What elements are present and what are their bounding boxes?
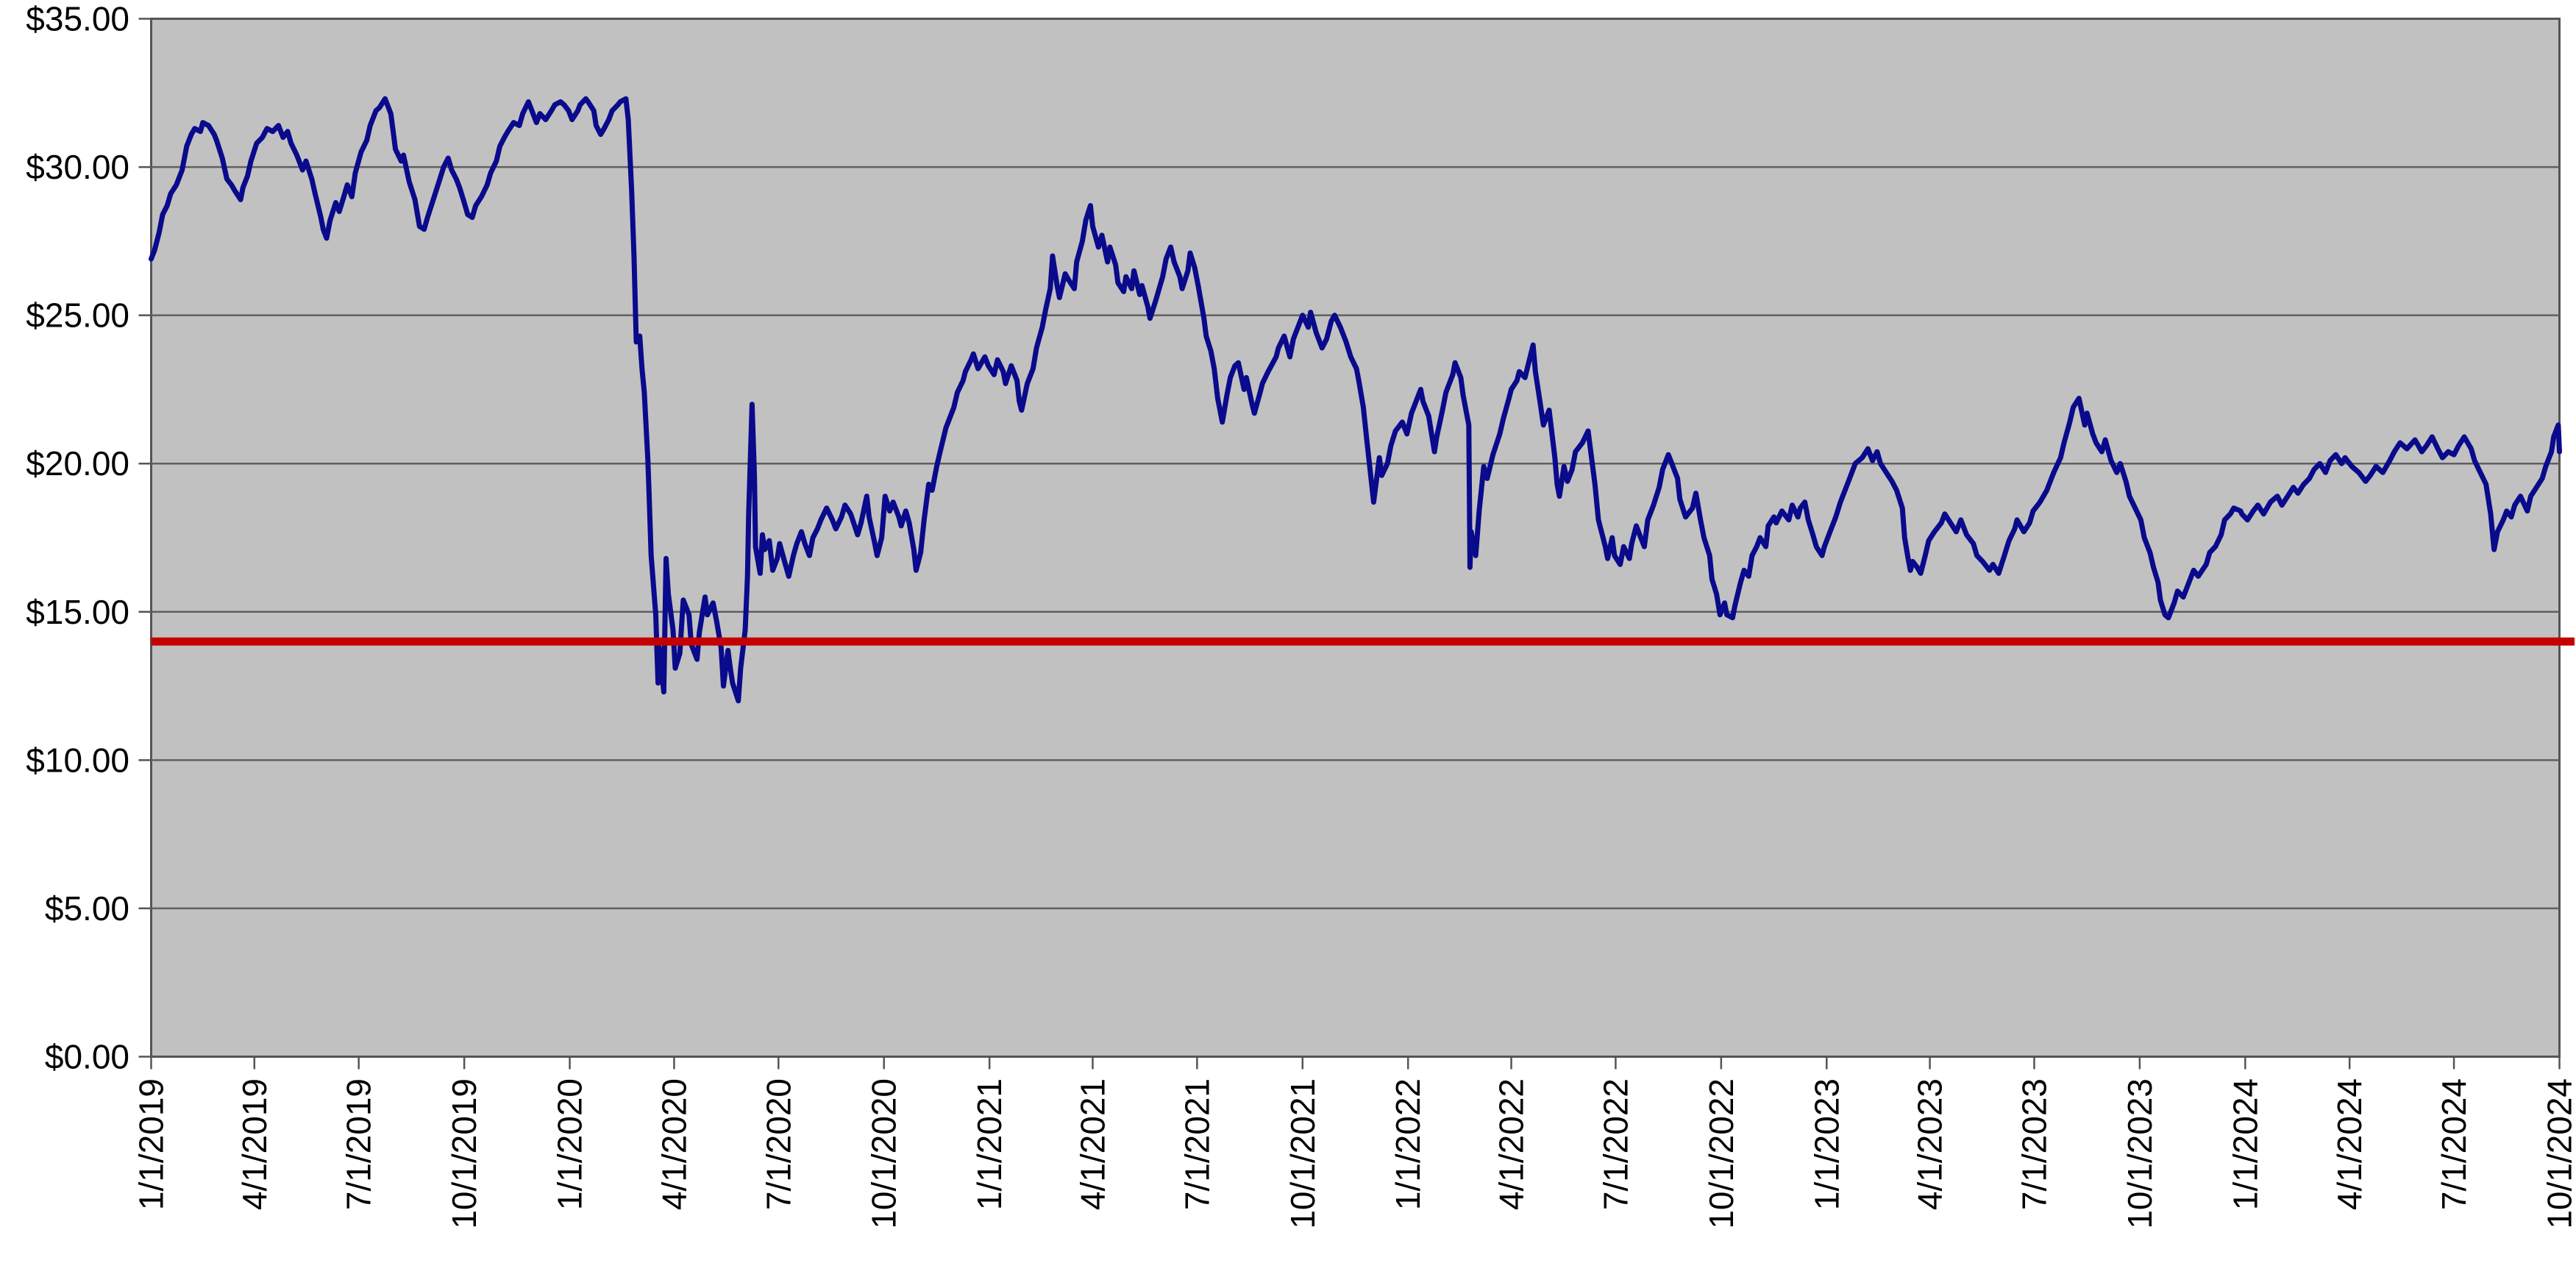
y-axis-label: $0.00 (45, 1038, 129, 1076)
y-axis-label: $30.00 (26, 148, 129, 186)
x-axis-label: 1/1/2020 (551, 1078, 589, 1210)
y-axis-label: $10.00 (26, 741, 129, 779)
x-axis-label: 1/1/2022 (1389, 1078, 1427, 1210)
y-axis-label: $25.00 (26, 296, 129, 335)
daily-price (149, 96, 2562, 704)
x-axis-label: 7/1/2019 (340, 1078, 378, 1210)
x-axis-label: 1/1/2019 (132, 1078, 171, 1210)
x-axis-label: 10/1/2022 (1702, 1078, 1740, 1229)
x-axis-label: 10/1/2020 (865, 1078, 903, 1229)
y-axis-label: $15.00 (26, 593, 129, 631)
x-axis-label: 4/1/2021 (1073, 1078, 1111, 1210)
x-axis-label: 1/1/2024 (2226, 1078, 2264, 1210)
x-axis-label: 7/1/2022 (1596, 1078, 1634, 1210)
x-axis-label: 7/1/2024 (2435, 1078, 2473, 1210)
x-axis-label: 10/1/2019 (445, 1078, 483, 1229)
y-axis-label: $20.00 (26, 444, 129, 483)
y-axis-label: $5.00 (45, 889, 129, 928)
x-axis-label: 4/1/2019 (235, 1078, 274, 1210)
plot-area (150, 18, 2561, 1058)
x-axis-label: 4/1/2020 (655, 1078, 693, 1210)
x-axis-label: 4/1/2022 (1492, 1078, 1531, 1210)
x-axis-label: 7/1/2021 (1178, 1078, 1216, 1210)
y-axis-label: $35.00 (26, 0, 129, 38)
x-axis-label: 10/1/2021 (1284, 1078, 1322, 1229)
x-axis-label: 7/1/2020 (759, 1078, 797, 1210)
x-axis-label: 4/1/2023 (1911, 1078, 1949, 1210)
x-axis-label: 1/1/2021 (970, 1078, 1008, 1210)
x-axis-label: 10/1/2024 (2541, 1078, 2576, 1229)
x-axis-label: 7/1/2023 (2015, 1078, 2053, 1210)
x-axis-label: 4/1/2024 (2330, 1078, 2369, 1210)
x-axis-label: 1/1/2023 (1807, 1078, 1846, 1210)
x-axis-label: 10/1/2023 (2121, 1078, 2159, 1229)
